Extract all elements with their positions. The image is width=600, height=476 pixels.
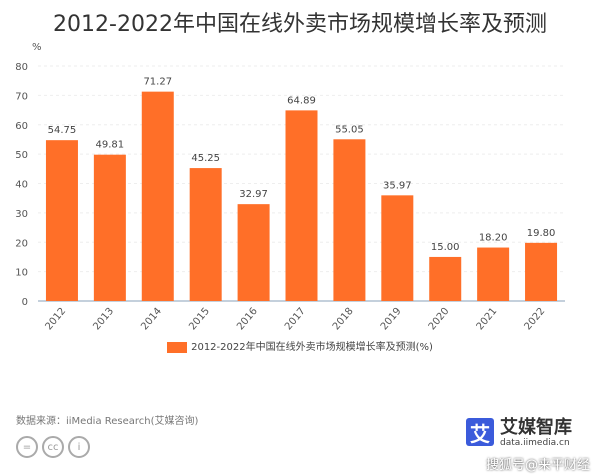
y-tick-label: 40 [15,180,28,191]
y-tick-label: 0 [22,297,28,308]
bar-2020 [429,256,462,301]
y-tick-label: 20 [15,238,28,249]
bar-2022 [525,242,558,301]
x-tick-label: 2015 [187,306,212,333]
data-label: 45.25 [191,153,220,164]
y-tick-label: 60 [15,121,28,132]
by-icon: i [68,436,90,458]
data-label: 19.80 [527,228,556,239]
chart-title: 2012-2022年中国在线外卖市场规模增长率及预测 [53,12,547,37]
y-tick-label: 80 [15,62,28,73]
data-label: 64.89 [287,95,316,106]
bar-2021 [477,247,510,301]
y-tick-label: 30 [15,209,28,220]
bar-2016 [237,204,270,301]
y-tick-label: 70 [15,91,28,102]
x-tick-label: 2020 [427,306,452,333]
legend-label: 2012-2022年中国在线外卖市场规模增长率及预测(%) [191,342,433,353]
license-icons: = cc i [16,436,90,458]
cc-icon: cc [42,436,64,458]
y-axis-unit: % [32,42,42,53]
bar-2018 [333,139,366,301]
data-source: 数据来源：iiMedia Research(艾媒咨询) [16,416,199,427]
x-tick-label: 2016 [235,306,260,333]
x-tick-label: 2014 [139,306,164,333]
y-tick-label: 50 [15,150,28,161]
data-label: 35.97 [383,180,412,191]
x-tick-label: 2012 [43,306,68,333]
legend-swatch [167,341,188,353]
logo-mark: 艾 [466,418,494,446]
bar-2015 [189,168,222,301]
bar-2017 [285,110,318,302]
data-label: 18.20 [479,233,508,244]
data-label: 54.75 [48,125,77,136]
data-label: 15.00 [431,242,460,253]
x-tick-label: 2013 [91,306,116,333]
x-tick-label: 2021 [475,306,500,333]
bar-2013 [93,154,126,301]
y-tick-label: 10 [15,268,28,279]
data-label: 55.05 [335,124,364,135]
bar-chart: % 0 10 20 30 40 50 60 70 80 54.75 2012 49.81 2013 71.2… [15,42,565,333]
data-label: 32.97 [239,189,268,200]
x-tick-label: 2017 [283,306,308,333]
bar-2019 [381,195,414,301]
data-label: 71.27 [143,77,172,88]
logo-url: data.iimedia.cn [500,438,570,448]
bar-2012 [45,140,78,301]
data-label: 49.81 [96,140,125,151]
legend[interactable]: 2012-2022年中国在线外卖市场规模增长率及预测(%) [0,338,600,353]
x-tick-label: 2019 [379,306,404,333]
logo: 艾 艾媒智库 data.iimedia.cn [466,418,572,449]
x-tick-label: 2022 [523,306,548,333]
nd-icon: = [16,436,38,458]
x-tick-label: 2018 [331,306,356,333]
logo-name: 艾媒智库 [500,417,572,438]
bar-2014 [141,91,174,301]
watermark: 搜狐号@来平财经 [486,458,591,473]
